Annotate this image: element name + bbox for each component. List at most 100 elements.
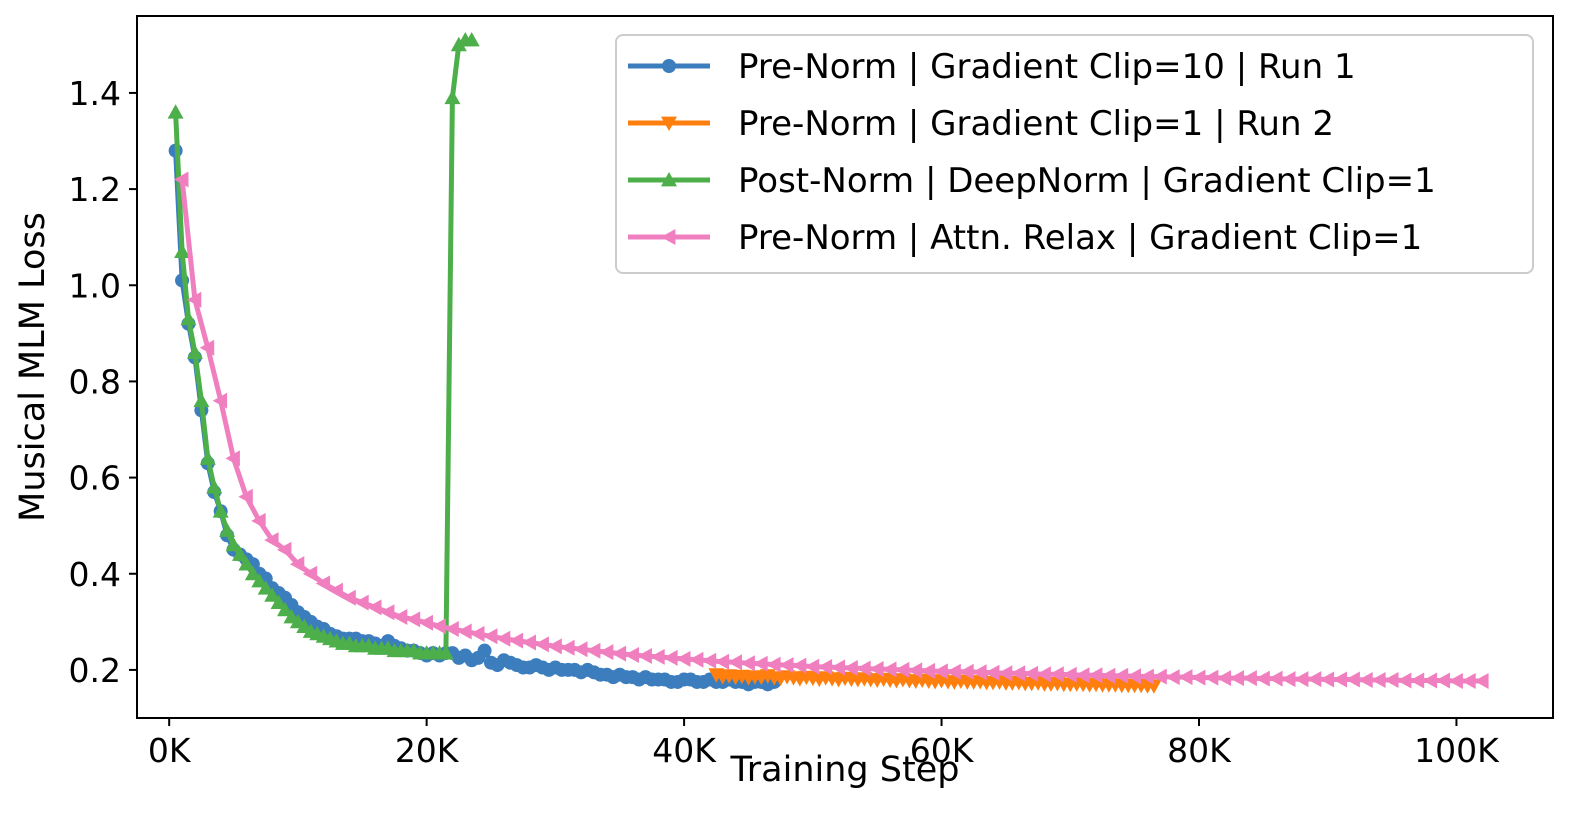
data-point	[367, 599, 382, 616]
data-point	[1409, 672, 1425, 689]
data-point	[1358, 672, 1373, 688]
data-point	[225, 536, 242, 552]
data-point	[521, 634, 536, 651]
data-point	[1036, 666, 1051, 683]
data-point	[1152, 668, 1167, 685]
data-point	[714, 653, 730, 670]
data-point	[1332, 671, 1347, 688]
data-point	[477, 643, 492, 658]
plot-frame	[136, 15, 1554, 719]
data-point	[727, 654, 742, 671]
data-point	[1281, 671, 1296, 688]
data-point	[791, 657, 807, 674]
data-point	[444, 89, 461, 105]
data-point	[431, 618, 446, 635]
data-point	[251, 573, 268, 588]
data-point	[418, 614, 433, 631]
y-tick-label: 1.2	[69, 170, 121, 209]
data-point	[1216, 670, 1232, 687]
data-point	[766, 656, 781, 673]
data-point	[1049, 666, 1064, 683]
data-point	[985, 664, 1000, 681]
y-axis-label: Musical MLM Loss	[13, 212, 53, 522]
data-point	[167, 104, 184, 119]
x-tick-label: 20K	[395, 731, 460, 770]
series-layer	[167, 32, 1489, 694]
data-point	[972, 664, 987, 681]
data-point	[174, 243, 191, 258]
data-point	[232, 546, 248, 561]
data-point	[186, 344, 203, 359]
y-tick-label: 0.8	[69, 362, 121, 401]
data-point	[264, 532, 279, 549]
data-point	[405, 611, 421, 628]
data-point	[1203, 669, 1219, 686]
data-point	[1010, 665, 1026, 682]
data-point	[1113, 667, 1129, 684]
data-point	[1435, 672, 1450, 689]
y-axis-ticks: 0.2 0.4 0.6 0.8 1.0 1.2 1.4	[69, 74, 137, 690]
data-point	[1397, 672, 1412, 689]
x-tick-label: 0K	[148, 731, 192, 770]
data-point	[804, 658, 820, 675]
data-point	[856, 660, 871, 677]
series-4	[174, 171, 1489, 689]
legend: Pre-Norm | Gradient Clip=10 | Run 1 Pre-N…	[615, 34, 1534, 274]
data-point	[1139, 668, 1154, 685]
data-point	[1422, 672, 1438, 689]
data-point	[1319, 671, 1335, 688]
data-point	[1075, 667, 1090, 684]
legend-marker	[661, 172, 677, 187]
x-tick-label: 40K	[652, 731, 717, 770]
data-point	[959, 663, 974, 680]
data-point	[869, 661, 884, 677]
data-point	[212, 503, 229, 518]
y-tick-label: 0.6	[69, 459, 121, 498]
y-tick-label: 0.4	[69, 555, 121, 594]
data-point	[779, 657, 794, 674]
data-point	[997, 665, 1013, 682]
data-point	[1126, 668, 1141, 685]
data-point	[1294, 671, 1309, 688]
legend-entry: Pre-Norm | Gradient Clip=1 | Run 2	[628, 104, 1334, 144]
data-point	[238, 556, 255, 571]
data-point	[830, 659, 845, 676]
data-point	[174, 171, 189, 188]
data-point	[289, 556, 305, 573]
data-point	[1268, 670, 1283, 687]
data-point	[495, 630, 511, 647]
data-point	[573, 641, 588, 658]
legend-label: Post-Norm | DeepNorm | Gradient Clip=1	[738, 161, 1436, 201]
data-point	[920, 662, 936, 679]
data-point	[354, 594, 369, 611]
data-point	[1023, 665, 1039, 682]
data-point	[740, 655, 755, 672]
data-point	[843, 660, 858, 676]
data-point	[251, 512, 266, 529]
y-tick-label: 1.4	[69, 74, 121, 113]
data-point	[894, 661, 910, 678]
data-point	[663, 649, 678, 666]
data-point	[463, 32, 480, 47]
data-point	[650, 648, 665, 665]
data-point	[689, 651, 704, 668]
data-point	[199, 450, 216, 465]
legend-marker	[662, 59, 676, 73]
data-point	[199, 339, 215, 356]
data-point	[264, 587, 281, 602]
data-point	[701, 652, 717, 669]
data-point	[933, 663, 948, 680]
data-point	[1448, 673, 1463, 689]
x-tick-label: 60K	[910, 731, 975, 770]
data-point	[444, 621, 459, 637]
data-point	[483, 628, 498, 645]
legend-label: Pre-Norm | Attn. Relax | Gradient Clip=1	[738, 218, 1422, 258]
data-point	[1165, 669, 1180, 686]
data-point	[611, 645, 627, 662]
data-point	[1384, 672, 1399, 688]
data-point	[1345, 671, 1360, 688]
legend-marker	[661, 116, 677, 131]
data-point	[1371, 672, 1386, 688]
data-point	[1255, 670, 1270, 687]
